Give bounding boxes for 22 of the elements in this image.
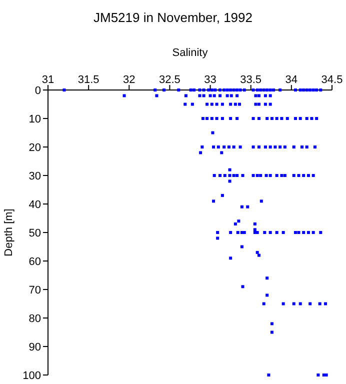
y-tick-label: 80	[28, 312, 41, 325]
y-tick-label: 60	[28, 256, 41, 268]
x-tick-label: 33.5	[240, 74, 262, 86]
x-tick-label: 31.5	[78, 74, 100, 86]
x-axis-title: Salinity	[172, 46, 208, 59]
y-tick-label: 10	[28, 113, 41, 126]
y-tick-label: 0	[34, 84, 41, 97]
x-tick-label: 34.5	[321, 74, 343, 86]
x-tick-label: 33	[204, 74, 216, 86]
x-tick-label: 31	[42, 74, 54, 86]
x-tick-label: 32	[123, 74, 136, 86]
y-tick-label: 20	[28, 142, 41, 154]
y-axis-title: Depth [m]	[2, 208, 15, 256]
x-tick-label: 32.5	[159, 74, 180, 86]
y-tick-label: 100	[22, 370, 41, 382]
y-tick-label: 50	[28, 227, 41, 240]
y-tick-label: 70	[28, 284, 41, 296]
y-tick-label: 30	[28, 170, 41, 182]
y-tick-label: 40	[28, 198, 41, 211]
chart-title: JM5219 in November, 1992	[92, 10, 254, 25]
y-tick-label: 90	[28, 341, 41, 354]
x-tick-label: 34	[285, 74, 298, 86]
